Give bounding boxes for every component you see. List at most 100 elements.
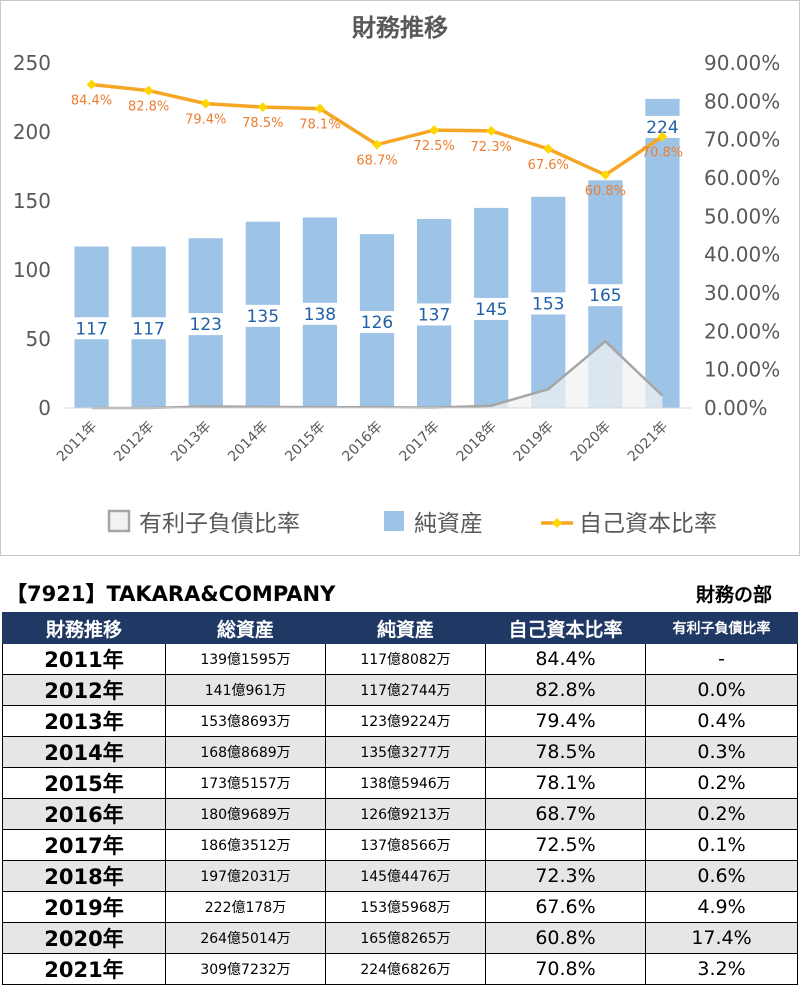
- row-equity-ratio: 79.4%: [485, 705, 646, 737]
- equity-ratio-point: [86, 79, 97, 90]
- x-tick-label: 2019年: [511, 419, 557, 465]
- net-assets-bar: [645, 98, 680, 408]
- bar-label-bg: [585, 284, 626, 307]
- y-left-tick-label: 0: [38, 396, 51, 420]
- bar-label-bg: [242, 304, 283, 327]
- row-total-assets: 168億8689万: [165, 736, 326, 768]
- equity-ratio-point: [657, 131, 668, 142]
- bar-value-label: 126: [361, 313, 393, 333]
- chart-title: 財務推移: [352, 14, 448, 42]
- row-equity-ratio: 78.5%: [485, 736, 646, 768]
- x-tick-label: 2018年: [454, 419, 500, 465]
- row-year: 2020年: [2, 922, 166, 954]
- table-row: 2020年 264億5014万 165億8265万 60.8% 17.4%: [2, 922, 798, 954]
- bar-value-label: 224: [646, 118, 678, 138]
- line-value-label: 67.6%: [528, 158, 569, 173]
- row-debt-ratio: 0.2%: [645, 798, 798, 830]
- row-total-assets: 186億3512万: [165, 829, 326, 861]
- row-total-assets: 197億2031万: [165, 860, 326, 892]
- equity-ratio-point: [372, 139, 382, 150]
- y-right-tick-label: 70.00%: [704, 128, 780, 152]
- row-total-assets: 141億961万: [165, 674, 326, 706]
- debt-ratio-area: [91, 341, 663, 408]
- y-left-tick-label: 250: [13, 51, 51, 75]
- bar-value-label: 117: [75, 319, 107, 339]
- bar-value-label: 138: [304, 305, 336, 325]
- bar-label-bg: [71, 317, 112, 340]
- x-tick-label: 2012年: [111, 419, 157, 465]
- chart-panel: 財務推移 0 50 100 150 200 250 0.00% 10.00% 20.00% 30.0…: [0, 0, 800, 556]
- row-net-assets: 153億5968万: [325, 891, 486, 923]
- bar-label-bg: [185, 313, 226, 336]
- line-value-label: 78.1%: [299, 118, 340, 133]
- x-tick-label: 2014年: [225, 419, 271, 465]
- y-right-tick-label: 90.00%: [704, 51, 780, 75]
- row-equity-ratio: 78.1%: [485, 767, 646, 799]
- bar-value-label: 165: [589, 286, 621, 306]
- x-tick-label: 2013年: [168, 419, 214, 465]
- table-row: 2019年 222億178万 153億5968万 67.6% 4.9%: [2, 891, 798, 923]
- row-total-assets: 309億7232万: [165, 953, 326, 985]
- row-total-assets: 153億8693万: [165, 705, 326, 737]
- x-tick-label: 2021年: [625, 419, 671, 465]
- bar-value-label: 145: [475, 300, 507, 320]
- equity-ratio-point: [600, 169, 611, 180]
- y-left-tick-label: 50: [26, 327, 51, 351]
- line-value-label: 70.8%: [642, 146, 683, 161]
- row-net-assets: 145億4476万: [325, 860, 486, 892]
- equity-ratio-point: [486, 125, 497, 136]
- row-total-assets: 264億5014万: [165, 922, 326, 954]
- bar-value-label: 153: [532, 294, 564, 314]
- row-total-assets: 180億9689万: [165, 798, 326, 830]
- header-debt-ratio: 有利子負債比率: [645, 612, 798, 644]
- row-year: 2014年: [2, 736, 166, 768]
- legend-equity-ratio-marker: [552, 518, 562, 528]
- header-equity-ratio: 自己資本比率: [485, 612, 646, 644]
- row-total-assets: 173億5157万: [165, 767, 326, 799]
- y-right-tick-label: 10.00%: [704, 358, 780, 382]
- x-tick-label: 2017年: [397, 419, 443, 465]
- row-debt-ratio: -: [645, 643, 798, 675]
- y-left-tick-label: 100: [13, 258, 51, 282]
- bar-label-bg: [471, 297, 512, 320]
- bar-value-label: 123: [190, 315, 222, 335]
- row-debt-ratio: 0.0%: [645, 674, 798, 706]
- row-debt-ratio: 4.9%: [645, 891, 798, 923]
- equity-ratio-point: [543, 143, 554, 154]
- table-row: 2011年 139億1595万 117億8082万 84.4% -: [2, 643, 798, 675]
- finance-chart: 財務推移 0 50 100 150 200 250 0.00% 10.00% 20.00% 30.0…: [13, 14, 780, 537]
- equity-ratio-point: [429, 125, 440, 136]
- equity-ratio-point: [257, 102, 268, 113]
- line-value-label: 72.5%: [413, 139, 454, 154]
- row-equity-ratio: 72.3%: [485, 860, 646, 892]
- table-row: 2014年 168億8689万 135億3277万 78.5% 0.3%: [2, 736, 798, 768]
- legend-net-assets-label: 純資産: [414, 511, 483, 537]
- line-value-label: 79.4%: [185, 113, 226, 128]
- section-title: 財務の部: [695, 584, 772, 606]
- legend-net-assets-swatch: [384, 511, 404, 531]
- line-value-label: 82.8%: [128, 100, 169, 115]
- y-right-tick-label: 20.00%: [704, 319, 780, 343]
- row-debt-ratio: 0.1%: [645, 829, 798, 861]
- row-year: 2018年: [2, 860, 166, 892]
- table-row: 2015年 173億5157万 138億5946万 78.1% 0.2%: [2, 767, 798, 799]
- legend-equity-ratio-label: 自己資本比率: [579, 511, 717, 537]
- row-debt-ratio: 0.6%: [645, 860, 798, 892]
- line-value-label: 78.5%: [242, 116, 283, 131]
- row-debt-ratio: 0.2%: [645, 767, 798, 799]
- row-year: 2015年: [2, 767, 166, 799]
- y-right-tick-label: 50.00%: [704, 204, 780, 228]
- finance-table: 財務推移 総資産 純資産 自己資本比率 有利子負債比率 2011年 139億159…: [2, 612, 798, 985]
- y-left-tick-label: 150: [13, 189, 51, 213]
- row-net-assets: 165億8265万: [325, 922, 486, 954]
- line-value-label: 68.7%: [356, 154, 397, 169]
- bar-label-bg: [299, 302, 340, 325]
- equity-ratio-point: [200, 98, 211, 109]
- row-debt-ratio: 0.3%: [645, 736, 798, 768]
- row-net-assets: 117億2744万: [325, 674, 486, 706]
- bar-label-bg: [528, 292, 569, 315]
- row-debt-ratio: 17.4%: [645, 922, 798, 954]
- table-row: 2012年 141億961万 117億2744万 82.8% 0.0%: [2, 674, 798, 706]
- company-title: 【7921】TAKARA&COMPANY: [6, 582, 336, 606]
- row-net-assets: 126億9213万: [325, 798, 486, 830]
